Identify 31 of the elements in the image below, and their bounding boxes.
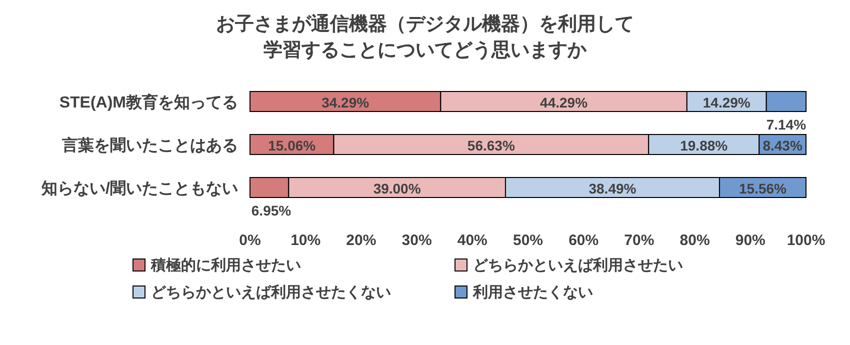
- text: 38.49%: [588, 180, 636, 196]
- x-tick-label: 70%: [624, 232, 654, 249]
- chart-title: お子さまが通信機器（デジタル機器）を利用して学習することについてどう思いますか: [216, 13, 634, 61]
- x-tick-label: 0%: [239, 232, 261, 249]
- x-tick-label: 50%: [512, 232, 544, 249]
- y-tick-label: 知らない/聞いたこともない: [40, 180, 238, 198]
- x-tick-label: 80%: [680, 232, 710, 249]
- text: 19.88%: [680, 138, 728, 154]
- legend-label: どちらかといえば利用させたくない: [151, 284, 391, 301]
- text: 7.14%: [766, 116, 806, 132]
- legend-label: 積極的に利用させたい: [150, 257, 301, 274]
- y-tick-label: 言葉を聞いたことはある: [61, 136, 238, 154]
- y-tick-label: STE(A)M教育を知ってる: [59, 92, 238, 112]
- text: 14.29%: [702, 94, 750, 110]
- text: 56.63%: [467, 138, 515, 154]
- legend-label: どちらかといえば利用させたい: [473, 257, 683, 274]
- x-tick-label: 10%: [290, 232, 321, 249]
- text: 39.00%: [373, 180, 421, 196]
- x-tick-label: 100%: [786, 232, 826, 249]
- legend-label: 利用させたくない: [472, 284, 593, 301]
- x-tick-label: 60%: [568, 232, 599, 249]
- x-tick-label: 90%: [735, 232, 766, 249]
- text: 15.56%: [739, 180, 786, 196]
- text: 6.95%: [251, 202, 292, 218]
- x-tick-label: 30%: [402, 232, 432, 249]
- text: 44.29%: [540, 94, 588, 110]
- text: 34.29%: [322, 94, 370, 110]
- text: 8.43%: [762, 138, 802, 154]
- x-tick-label: 20%: [346, 232, 376, 249]
- text: 15.06%: [268, 138, 316, 154]
- x-tick-label: 40%: [457, 232, 488, 249]
